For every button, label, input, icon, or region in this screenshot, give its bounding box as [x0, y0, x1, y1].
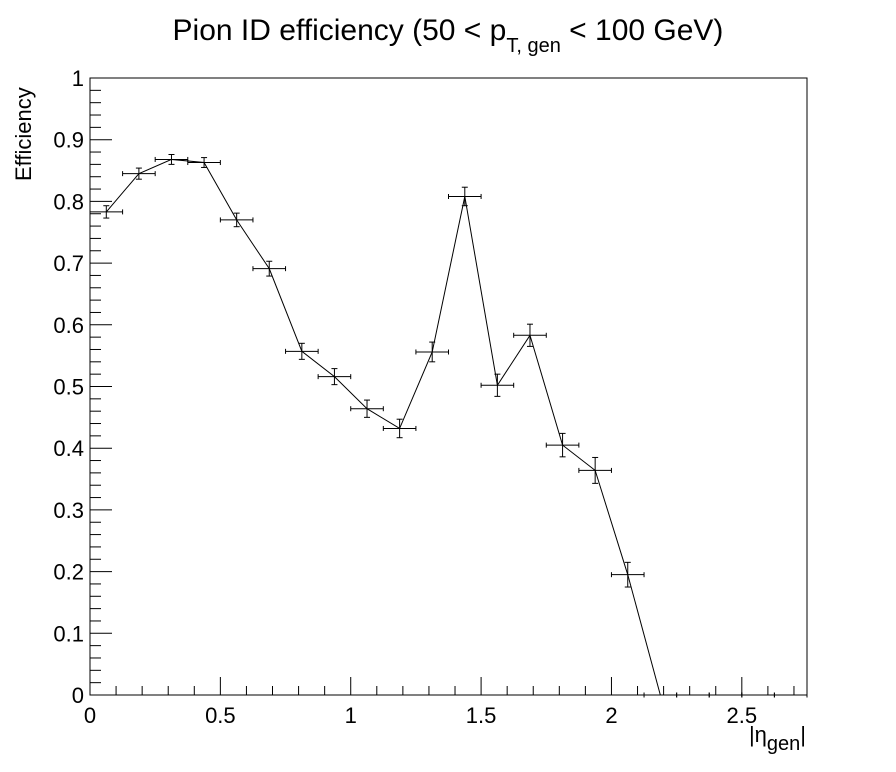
y-axis: 0 0.1 0.2 0.3 0.4 0.5 0.6 0.7 0.8 0.9 1: [53, 66, 112, 708]
data-point: [382, 418, 417, 439]
y-tick-label: 0.3: [53, 498, 84, 523]
data-point: [708, 692, 743, 698]
data-point: [252, 260, 287, 277]
data-point: [513, 323, 547, 347]
data-point: [676, 692, 710, 698]
x-tick-label: 2.5: [727, 703, 758, 728]
x-tick-label: 0.5: [205, 703, 236, 728]
data-point: [741, 692, 775, 698]
data-point: [317, 368, 352, 386]
data-point: [480, 373, 515, 397]
y-tick-label: 0.2: [53, 560, 84, 585]
data-point: [219, 212, 254, 228]
x-axis-label: |ηgen|: [749, 722, 806, 755]
y-tick-label: 0.7: [53, 251, 84, 276]
data-point: [773, 692, 808, 698]
data-point: [415, 341, 449, 363]
data-point: [154, 154, 189, 165]
data-point: [448, 186, 482, 207]
chart-title: Pion ID efficiency (50 < pT, gen < 100 G…: [173, 14, 724, 57]
x-tick-label: 1.5: [466, 703, 497, 728]
x-tick-label: 2: [605, 703, 617, 728]
x-axis: 0 0.5 1 1.5 2 2.5: [84, 677, 795, 728]
data-point: [122, 167, 156, 180]
y-tick-label: 0.6: [53, 313, 84, 338]
x-tick-label: 1: [345, 703, 357, 728]
y-tick-label: 0.9: [53, 128, 84, 153]
data-series: [89, 154, 808, 698]
data-point: [187, 157, 221, 168]
x-tick-label: 0: [84, 703, 96, 728]
y-tick-label: 0.1: [53, 621, 84, 646]
y-tick-label: 0.4: [53, 436, 84, 461]
data-point: [578, 456, 612, 484]
data-point: [285, 342, 319, 360]
data-point: [89, 205, 124, 219]
y-axis-label: Efficiency: [11, 87, 36, 181]
y-tick-label: 0.5: [53, 375, 84, 400]
y-tick-label: 1: [72, 66, 84, 91]
data-point: [350, 399, 384, 418]
data-point: [545, 432, 580, 458]
data-point: [610, 561, 645, 588]
y-tick-label: 0: [72, 683, 84, 708]
y-tick-label: 0.8: [53, 189, 84, 214]
series-line: [105, 158, 791, 696]
plot-frame: [89, 77, 808, 696]
